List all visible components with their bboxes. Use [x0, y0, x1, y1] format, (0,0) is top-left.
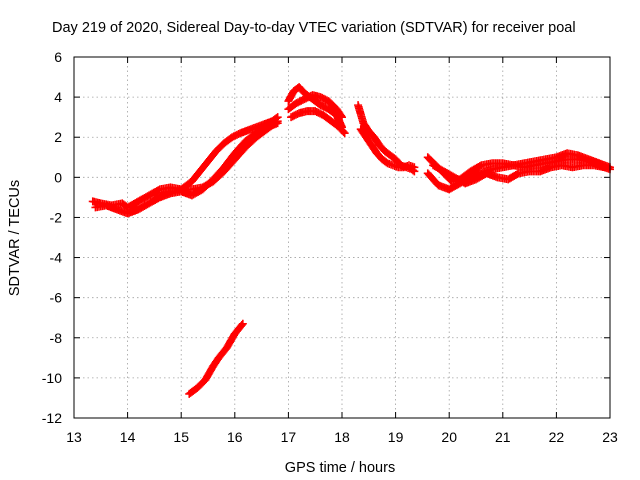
data-marker: [297, 96, 306, 105]
data-marker: [207, 364, 216, 373]
x-tick-label: 22: [549, 429, 565, 445]
data-marker: [131, 199, 140, 208]
data-marker: [408, 162, 417, 171]
data-marker: [511, 171, 520, 180]
data-marker: [170, 187, 179, 196]
x-tick-label: 15: [173, 429, 189, 445]
y-tick-label: -4: [50, 250, 63, 266]
data-marker: [598, 162, 607, 171]
data-marker: [316, 109, 325, 118]
data-marker: [360, 130, 369, 139]
y-tick-label: -8: [50, 330, 63, 346]
data-marker: [604, 164, 613, 173]
y-tick-label: 4: [54, 89, 62, 105]
y-tick-label: -2: [50, 209, 63, 225]
data-marker: [321, 103, 330, 112]
x-tick-label: 16: [227, 429, 243, 445]
y-axis-label: SDTVAR / TECUs: [7, 180, 23, 296]
series-track-c: [150, 117, 282, 204]
data-marker: [313, 99, 322, 108]
data-marker: [324, 115, 333, 124]
grid: [74, 57, 610, 418]
x-tick-label: 13: [66, 429, 82, 445]
chart-title: Day 219 of 2020, Sidereal Day-to-day VTE…: [52, 20, 576, 36]
data-series: [88, 83, 614, 398]
series-track-k: [429, 161, 609, 188]
data-marker: [272, 118, 281, 127]
series-track-f: [287, 107, 349, 138]
x-tick-label: 23: [602, 429, 618, 445]
data-marker: [383, 149, 392, 158]
x-tick-label: 20: [441, 429, 457, 445]
data-marker: [237, 320, 246, 329]
data-marker: [305, 92, 314, 101]
data-marker: [339, 128, 348, 137]
data-marker: [380, 157, 389, 166]
data-marker: [338, 126, 347, 135]
x-tick-label: 21: [495, 429, 511, 445]
data-marker: [387, 160, 396, 169]
data-marker: [365, 138, 374, 147]
series-track-h: [356, 125, 419, 172]
data-marker: [337, 111, 346, 120]
data-marker: [232, 130, 241, 139]
y-tick-label: -10: [42, 370, 62, 386]
data-marker: [321, 95, 330, 104]
data-marker: [229, 332, 238, 341]
data-marker: [336, 110, 345, 119]
x-axis-label: GPS time / hours: [285, 460, 395, 476]
data-marker: [447, 171, 456, 180]
data-marker: [158, 191, 167, 200]
data-marker: [225, 135, 234, 144]
data-marker: [141, 193, 150, 202]
data-marker: [436, 165, 445, 174]
data-marker: [206, 179, 215, 188]
data-marker: [289, 101, 298, 110]
y-tick-label: 6: [54, 49, 62, 65]
data-marker: [474, 163, 483, 172]
x-tick-label: 18: [334, 429, 350, 445]
data-marker: [141, 201, 150, 210]
y-tick-label: 0: [54, 169, 62, 185]
series-track-l: [185, 319, 247, 398]
y-tick-label: -6: [50, 290, 63, 306]
y-tick-label: -12: [42, 410, 62, 426]
series-track-e: [284, 91, 346, 122]
data-marker: [291, 110, 300, 119]
x-tick-label: 14: [120, 429, 136, 445]
data-marker: [271, 119, 279, 128]
x-tick-label: 19: [388, 429, 404, 445]
data-marker: [236, 322, 245, 331]
x-tick-label: 17: [281, 429, 297, 445]
axis-ticks: 13 14 15 16 17 18 19 20 21 22 23 -12 -10 -8 -6 -4 -2 0 2 4 6: [42, 49, 618, 445]
y-tick-label: 2: [54, 129, 62, 145]
data-marker: [260, 127, 269, 136]
